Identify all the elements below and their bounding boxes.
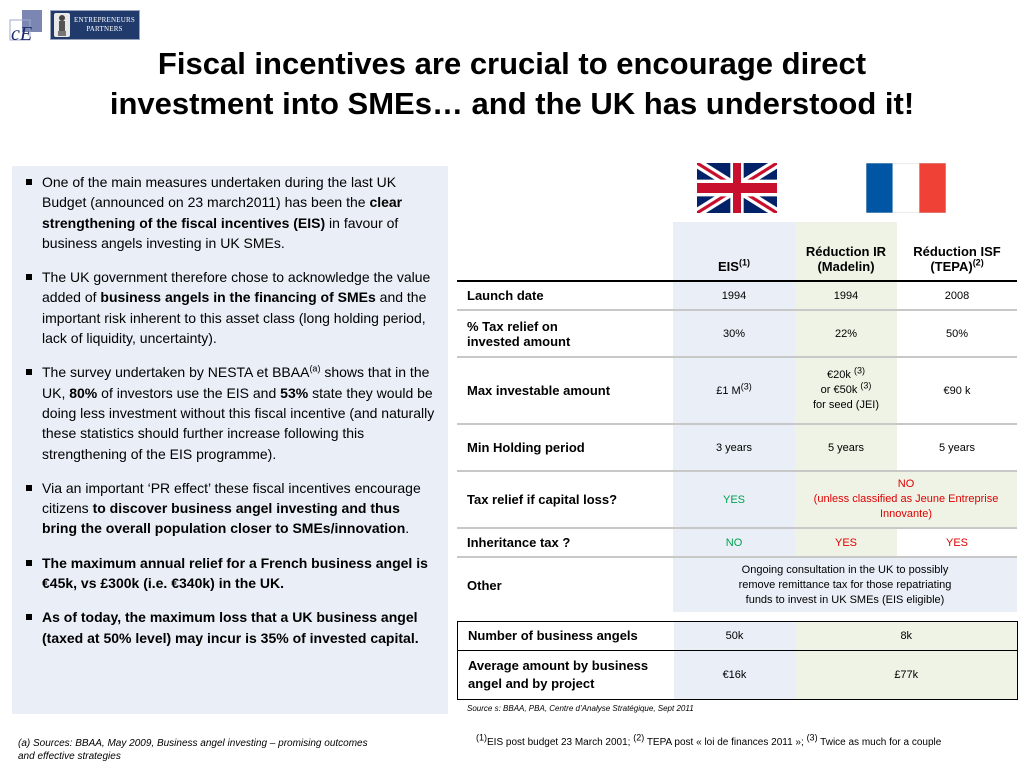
cell-other-merged: Ongoing consultation in the UK to possib… — [673, 557, 1017, 612]
cell-uk: €16k — [673, 650, 796, 700]
cell-ir: 5 years — [795, 424, 897, 472]
cell-isf: €90 k — [897, 357, 1017, 425]
row-label: Launch date — [457, 281, 673, 311]
cell-ir: 22% — [795, 310, 897, 358]
logo-line-1: ENTREPRENEURS — [74, 16, 135, 24]
cell-eis: £1 M(3) — [673, 357, 795, 425]
header-reduction-isf: Réduction ISF (TEPA)(2) — [897, 222, 1017, 282]
cell-isf: YES — [897, 528, 1017, 558]
source-note: Source s: BBAA, PBA, Centre d’Analyse St… — [467, 704, 694, 713]
cell-france: 8k — [795, 621, 1018, 651]
cell-eis: 30% — [673, 310, 795, 358]
row-label: % Tax relief on invested amount — [457, 310, 673, 358]
table-row: Average amount by business angel and by p… — [457, 650, 1018, 700]
cell-eis: 3 years — [673, 424, 795, 472]
table-row: Max investable amount £1 M(3) €20k (3) or… — [457, 357, 1017, 425]
table-row: Tax relief if capital loss? YES NO (unles… — [457, 471, 1017, 529]
bullet-panel: One of the main measures undertaken duri… — [12, 166, 448, 714]
cell-ir: YES — [795, 528, 897, 558]
bullet-item: As of today, the maximum loss that a UK … — [22, 607, 438, 648]
bullet-item: One of the main measures undertaken duri… — [22, 172, 438, 253]
footnote-numbered: (1)EIS post budget 23 March 2001; (2) TE… — [476, 732, 942, 748]
cell-ir: €20k (3) or €50k (3) for seed (JEI) — [795, 357, 897, 425]
entrepreneurs-partners-logo: ENTREPRENEURS PARTNERS — [50, 10, 140, 40]
row-label: Max investable amount — [457, 357, 673, 425]
cell-france: £77k — [795, 650, 1018, 700]
header-reduction-ir: Réduction IR (Madelin) — [795, 222, 897, 282]
bullet-list: One of the main measures undertaken duri… — [22, 172, 438, 648]
row-label: Average amount by business angel and by p… — [457, 650, 674, 700]
bullet-item: The maximum annual relief for a French b… — [22, 553, 438, 594]
france-flag-icon — [865, 162, 947, 214]
bullet-item: The UK government therefore chose to ack… — [22, 267, 438, 348]
uk-flag-icon — [695, 158, 779, 218]
cell-eis: 1994 — [673, 281, 795, 311]
row-label: Tax relief if capital loss? — [457, 471, 673, 529]
table-header-row: EIS(1) Réduction IR (Madelin) Réduction I… — [457, 222, 1017, 282]
header-eis: EIS(1) — [673, 222, 795, 282]
cell-ir: 1994 — [795, 281, 897, 311]
table-row: Number of business angels 50k 8k — [458, 621, 1018, 651]
bullet-item: The survey undertaken by NESTA et BBAA(a… — [22, 362, 438, 463]
cell-isf: 2008 — [897, 281, 1017, 311]
table-row: % Tax relief on invested amount 30% 22% 5… — [457, 310, 1017, 358]
business-angels-table: Number of business angels 50k 8k Average… — [457, 621, 1018, 700]
cell-eis: YES — [673, 471, 795, 529]
table-row: Launch date 1994 1994 2008 — [457, 281, 1017, 311]
cell-france-merged: NO (unless classified as Jeune Entreprise… — [795, 471, 1017, 529]
logo-area: cE ENTREPRENEURS PARTNERS — [8, 10, 140, 45]
header-empty — [457, 222, 673, 282]
ce-logo: cE — [8, 10, 44, 45]
table-row: Inheritance tax ? NO YES YES — [457, 528, 1017, 558]
logo-line-2: PARTNERS — [86, 25, 123, 33]
title-line-2: investment into SMEs… and the UK has und… — [109, 86, 915, 121]
bullet-item: Via an important ‘PR effect’ these fisca… — [22, 478, 438, 539]
cell-isf: 5 years — [897, 424, 1017, 472]
title-line-1: Fiscal incentives are crucial to encoura… — [157, 46, 867, 81]
footnote-a: (a) Sources: BBAA, May 2009, Business an… — [18, 738, 368, 762]
row-label: Min Holding period — [457, 424, 673, 472]
page-title: Fiscal incentives are crucial to encoura… — [0, 44, 1024, 124]
ce-logo-text: cE — [11, 23, 32, 44]
cell-uk: 50k — [673, 621, 796, 651]
row-label: Other — [467, 577, 502, 593]
row-label: Number of business angels — [468, 628, 638, 643]
table-row: Other Ongoing consultation in the UK to … — [457, 557, 1017, 612]
statue-icon — [54, 13, 70, 37]
table-row: Min Holding period 3 years 5 years 5 yea… — [457, 424, 1017, 472]
fiscal-comparison-table: EIS(1) Réduction IR (Madelin) Réduction I… — [457, 222, 1017, 612]
cell-eis: NO — [673, 528, 795, 558]
row-label: Inheritance tax ? — [457, 528, 673, 558]
cell-isf: 50% — [897, 310, 1017, 358]
